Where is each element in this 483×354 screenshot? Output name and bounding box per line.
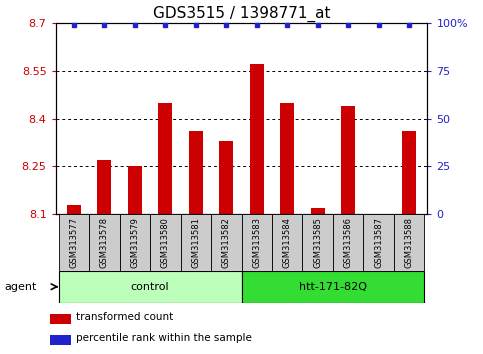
- Text: GSM313577: GSM313577: [70, 217, 78, 268]
- Bar: [363, 214, 394, 271]
- Bar: [89, 214, 120, 271]
- Bar: [302, 214, 333, 271]
- Text: control: control: [131, 282, 170, 292]
- Bar: [58, 271, 242, 303]
- Bar: [250, 64, 264, 214]
- Bar: [50, 314, 71, 324]
- Text: GSM313582: GSM313582: [222, 217, 231, 268]
- Bar: [272, 214, 302, 271]
- Bar: [211, 214, 242, 271]
- Bar: [333, 214, 363, 271]
- Bar: [150, 214, 181, 271]
- Text: GSM313585: GSM313585: [313, 217, 322, 268]
- Text: GSM313579: GSM313579: [130, 217, 139, 268]
- Title: GDS3515 / 1398771_at: GDS3515 / 1398771_at: [153, 5, 330, 22]
- Text: percentile rank within the sample: percentile rank within the sample: [76, 333, 252, 343]
- Bar: [58, 214, 89, 271]
- Text: htt-171-82Q: htt-171-82Q: [299, 282, 367, 292]
- Bar: [402, 131, 416, 214]
- Text: GSM313588: GSM313588: [405, 217, 413, 268]
- Text: GSM313584: GSM313584: [283, 217, 292, 268]
- Bar: [242, 214, 272, 271]
- Bar: [50, 335, 71, 346]
- Bar: [67, 205, 81, 214]
- Bar: [98, 160, 111, 214]
- Bar: [158, 103, 172, 214]
- Text: GSM313578: GSM313578: [100, 217, 109, 268]
- Bar: [394, 214, 425, 271]
- Bar: [311, 208, 325, 214]
- Bar: [181, 214, 211, 271]
- Text: transformed count: transformed count: [76, 312, 174, 322]
- Bar: [219, 141, 233, 214]
- Bar: [242, 271, 425, 303]
- Bar: [189, 131, 203, 214]
- Text: GSM313580: GSM313580: [161, 217, 170, 268]
- Bar: [341, 106, 355, 214]
- Text: GSM313581: GSM313581: [191, 217, 200, 268]
- Bar: [128, 166, 142, 214]
- Bar: [280, 103, 294, 214]
- Text: agent: agent: [5, 282, 37, 292]
- Text: GSM313587: GSM313587: [374, 217, 383, 268]
- Bar: [120, 214, 150, 271]
- Text: GSM313583: GSM313583: [252, 217, 261, 268]
- Text: GSM313586: GSM313586: [344, 217, 353, 268]
